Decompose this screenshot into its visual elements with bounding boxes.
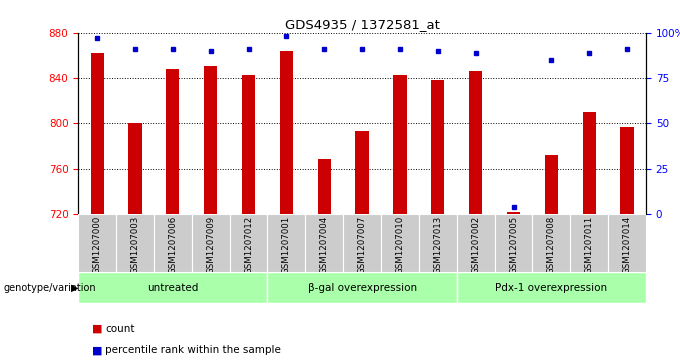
Bar — [469, 71, 482, 214]
Text: GSM1207006: GSM1207006 — [169, 216, 177, 274]
Bar — [381, 214, 419, 272]
Text: GSM1207007: GSM1207007 — [358, 216, 367, 274]
Text: percentile rank within the sample: percentile rank within the sample — [105, 345, 282, 355]
Bar — [154, 214, 192, 272]
Bar — [267, 214, 305, 272]
Text: GSM1207005: GSM1207005 — [509, 216, 518, 274]
Bar — [532, 214, 571, 272]
Bar — [608, 214, 646, 272]
Bar — [494, 214, 532, 272]
Bar — [78, 214, 116, 272]
Text: GSM1207012: GSM1207012 — [244, 216, 253, 274]
Text: GSM1207010: GSM1207010 — [396, 216, 405, 274]
Bar — [90, 53, 104, 214]
Bar — [583, 112, 596, 214]
Title: GDS4935 / 1372581_at: GDS4935 / 1372581_at — [285, 19, 439, 32]
Text: ■: ■ — [92, 345, 102, 355]
Bar — [419, 214, 457, 272]
Text: GSM1207013: GSM1207013 — [433, 216, 442, 274]
Text: GSM1207003: GSM1207003 — [131, 216, 139, 274]
Bar — [343, 214, 381, 272]
Bar — [356, 131, 369, 214]
Bar — [78, 272, 267, 303]
Text: GSM1207002: GSM1207002 — [471, 216, 480, 274]
Text: β-gal overexpression: β-gal overexpression — [307, 283, 417, 293]
Bar — [457, 214, 494, 272]
Text: GSM1207001: GSM1207001 — [282, 216, 291, 274]
Bar — [545, 155, 558, 214]
Text: GSM1207004: GSM1207004 — [320, 216, 328, 274]
Text: GSM1207014: GSM1207014 — [623, 216, 632, 274]
Text: genotype/variation: genotype/variation — [3, 283, 96, 293]
Bar — [507, 212, 520, 214]
Bar — [457, 272, 646, 303]
Text: GSM1207011: GSM1207011 — [585, 216, 594, 274]
Bar — [318, 159, 331, 214]
Text: untreated: untreated — [147, 283, 199, 293]
Bar — [192, 214, 230, 272]
Bar — [204, 66, 218, 214]
Bar — [393, 75, 407, 214]
Text: ■: ■ — [92, 323, 102, 334]
Bar — [129, 123, 141, 214]
Bar — [230, 214, 267, 272]
Text: Pdx-1 overexpression: Pdx-1 overexpression — [495, 283, 607, 293]
Bar — [620, 127, 634, 214]
Bar — [166, 69, 180, 214]
Bar — [279, 51, 293, 214]
Text: count: count — [105, 323, 135, 334]
Bar — [431, 80, 445, 214]
Text: GSM1207009: GSM1207009 — [206, 216, 215, 274]
Bar — [116, 214, 154, 272]
Text: ▶: ▶ — [71, 283, 79, 293]
Bar — [305, 214, 343, 272]
Bar — [571, 214, 608, 272]
Text: GSM1207008: GSM1207008 — [547, 216, 556, 274]
Bar — [242, 75, 255, 214]
Text: GSM1207000: GSM1207000 — [92, 216, 101, 274]
Bar — [267, 272, 457, 303]
